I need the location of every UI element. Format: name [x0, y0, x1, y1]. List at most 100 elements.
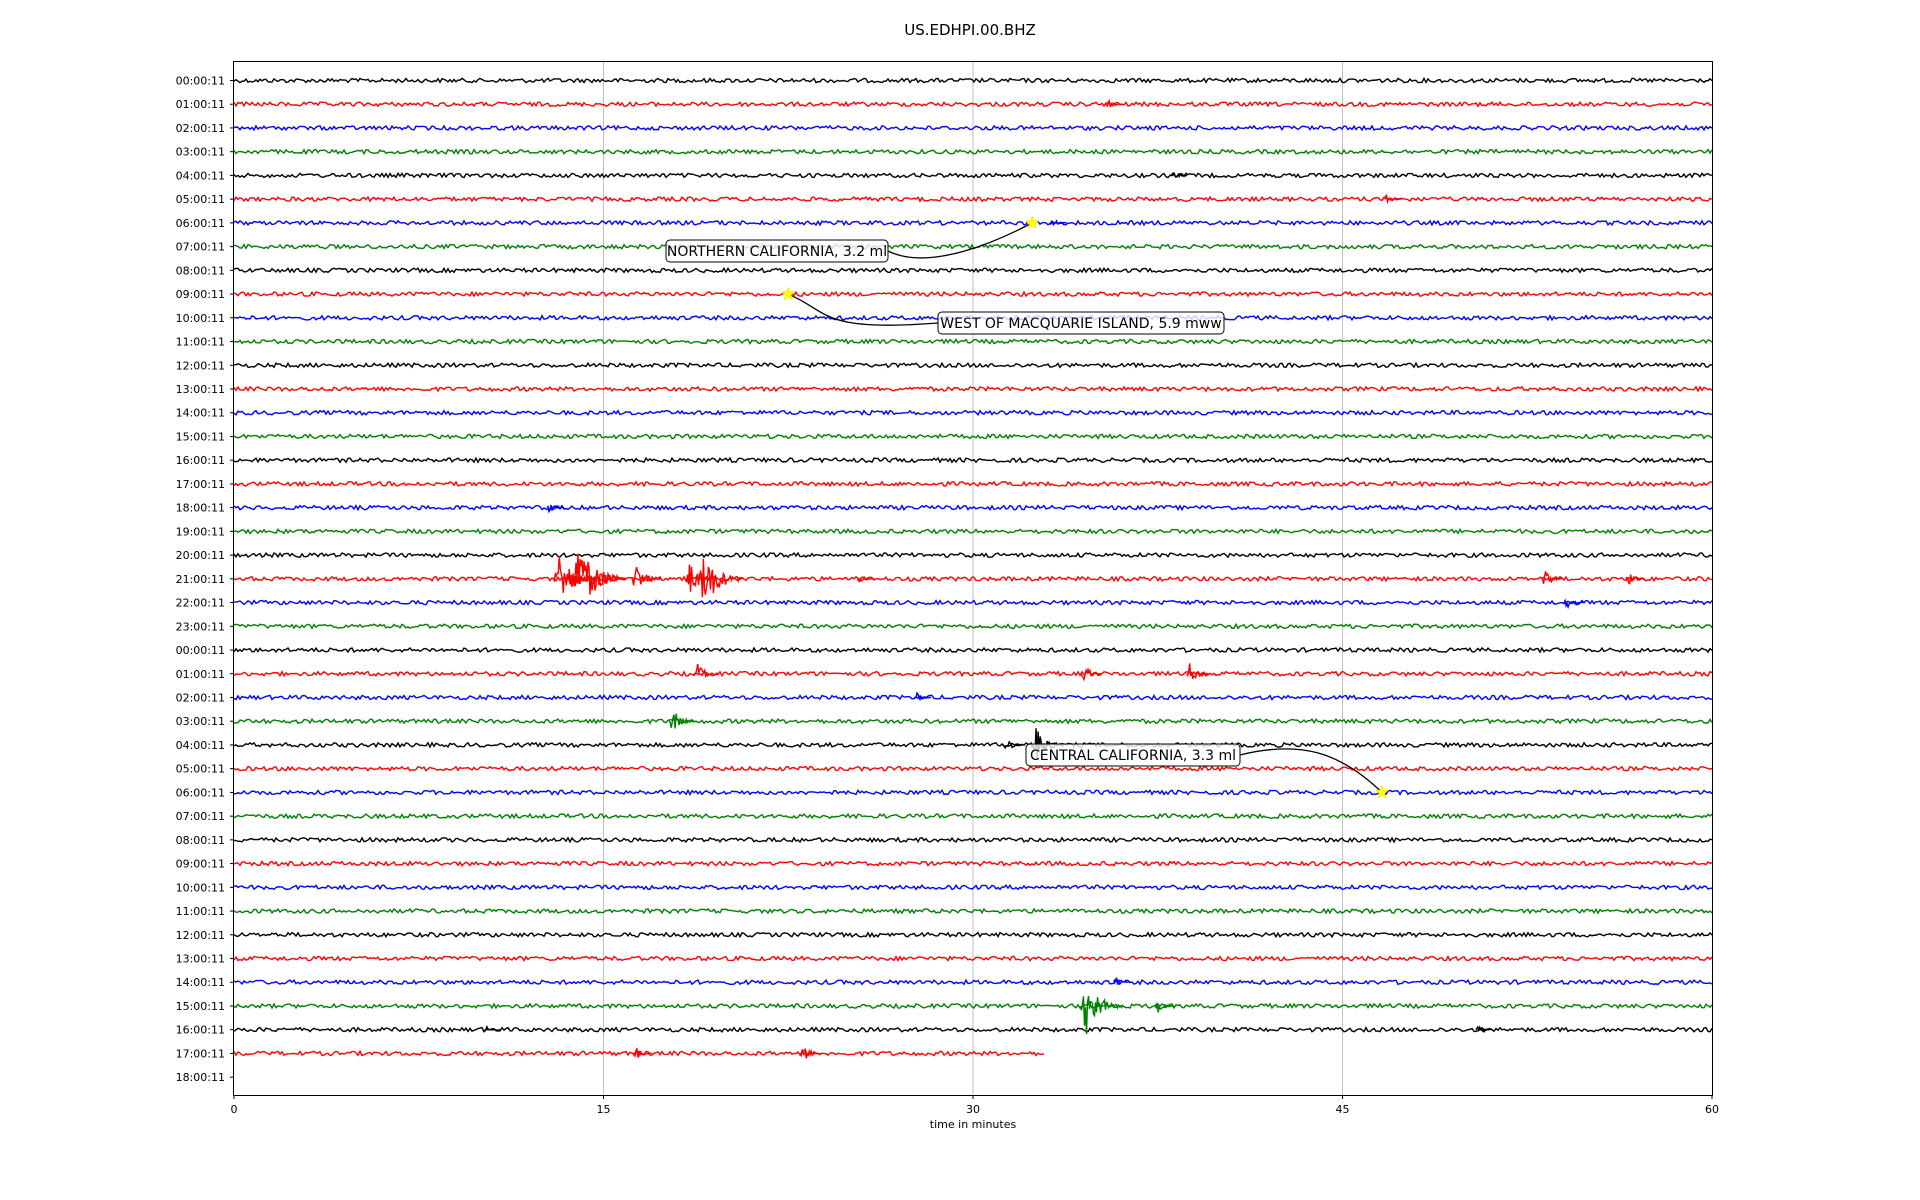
trace-4: [233, 171, 1713, 179]
y-tick-label: 17:00:11: [176, 1047, 225, 1060]
event-burst-3: [1048, 219, 1067, 226]
event-burst-24: [1154, 1002, 1175, 1013]
trace-28: [233, 741, 1713, 749]
trace-8: [233, 266, 1713, 274]
event-burst-17: [1186, 663, 1211, 680]
y-tick-label: 08:00:11: [176, 834, 225, 847]
y-tick-label: 02:00:11: [176, 691, 225, 704]
annotation-connector: [787, 293, 939, 326]
trace-16: [233, 456, 1713, 464]
trace-6: [233, 219, 1713, 227]
x-axis-ticks: 0 15 30 45 60: [231, 1095, 1719, 1116]
y-tick-label: 15:00:11: [176, 1000, 225, 1013]
x-tick-label: 0: [231, 1103, 238, 1116]
y-tick-label: 22:00:11: [176, 597, 225, 610]
trace-3: [233, 148, 1713, 156]
x-axis-label: time in minutes: [930, 1118, 1017, 1131]
event-star-icon: [1024, 215, 1040, 230]
y-tick-label: 04:00:11: [176, 739, 225, 752]
event-burst-22: [1112, 977, 1131, 986]
y-tick-label: 04:00:11: [176, 169, 225, 182]
trace-40: [233, 1026, 1713, 1034]
event-burst-21: [1002, 740, 1024, 750]
y-tick-label: 09:00:11: [176, 288, 225, 301]
event-burst-7: [593, 571, 625, 587]
trace-39: [233, 1002, 1713, 1010]
annotation-connector: [887, 222, 1033, 259]
event-burst-28: [799, 1047, 822, 1059]
trace-31: [233, 812, 1713, 820]
event-burst-4: [546, 504, 565, 514]
y-tick-label: 01:00:11: [176, 668, 225, 681]
y-tick-label: 03:00:11: [176, 715, 225, 728]
trace-25: [233, 670, 1713, 678]
y-tick-label: 20:00:11: [176, 549, 225, 562]
y-tick-label: 07:00:11: [176, 241, 225, 254]
event-burst-25: [482, 1025, 501, 1033]
y-tick-label: 00:00:11: [176, 644, 225, 657]
trace-35: [233, 907, 1713, 915]
y-tick-label: 05:00:11: [176, 193, 225, 206]
event-burst-11: [856, 575, 875, 583]
y-tick-label: 17:00:11: [176, 478, 225, 491]
y-tick-label: 05:00:11: [176, 763, 225, 776]
y-tick-label: 10:00:11: [176, 312, 225, 325]
trace-23: [233, 622, 1713, 630]
trace-9: [233, 290, 1713, 298]
event-burst-27: [632, 1048, 653, 1059]
trace-12: [233, 361, 1713, 369]
trace-17: [233, 480, 1713, 488]
event-burst-10: [698, 558, 745, 598]
annotation-connector: [1239, 748, 1383, 793]
event-star-icon: [1374, 784, 1390, 799]
trace-1: [233, 100, 1713, 108]
event-burst-26: [1475, 1025, 1493, 1033]
y-tick-label: 19:00:11: [176, 525, 225, 538]
event-burst-19: [668, 713, 695, 729]
trace-7: [233, 243, 1713, 251]
trace-2: [233, 124, 1713, 132]
y-tick-label: 11:00:11: [176, 336, 225, 349]
event-burst-18: [913, 691, 932, 702]
y-tick-label: 15:00:11: [176, 430, 225, 443]
trace-21: [233, 575, 1713, 583]
y-tick-label: 18:00:11: [176, 502, 225, 515]
event-burst-14: [1563, 598, 1584, 610]
trace-20: [233, 551, 1713, 559]
y-tick-label: 12:00:11: [176, 929, 225, 942]
y-tick-label: 14:00:11: [176, 976, 225, 989]
trace-24: [233, 646, 1713, 654]
y-tick-label: 23:00:11: [176, 620, 225, 633]
y-tick-label: 13:00:11: [176, 953, 225, 966]
trace-30: [233, 788, 1713, 797]
event-burst-23: [1079, 995, 1125, 1035]
trace-11: [233, 338, 1713, 345]
event-star-icon: [780, 286, 796, 301]
event-burst-2: [1384, 194, 1402, 205]
trace-38: [233, 978, 1713, 986]
y-tick-label: 16:00:11: [176, 1024, 225, 1037]
event-burst-1: [1169, 172, 1188, 179]
x-tick-label: 45: [1336, 1103, 1350, 1116]
annotation-label: NORTHERN CALIFORNIA, 3.2 ml: [667, 244, 887, 260]
trace-26: [233, 693, 1713, 701]
trace-29: [233, 765, 1713, 773]
trace-13: [233, 385, 1713, 393]
y-tick-label: 21:00:11: [176, 573, 225, 586]
annotation-label: CENTRAL CALIFORNIA, 3.3 ml: [1030, 748, 1236, 764]
annotation-layer: NORTHERN CALIFORNIA, 3.2 ml WEST OF MACQU…: [665, 215, 1390, 799]
y-tick-label: 18:00:11: [176, 1071, 225, 1084]
y-tick-label: 06:00:11: [176, 217, 225, 230]
event-burst-8: [631, 567, 662, 586]
y-tick-label: 09:00:11: [176, 858, 225, 871]
y-axis-ticks: 00:00:11 01:00:11 02:00:11 03:00:11 04:00:11…: [176, 75, 234, 1084]
trace-36: [233, 931, 1713, 939]
y-tick-label: 14:00:11: [176, 407, 225, 420]
y-tick-label: 12:00:11: [176, 359, 225, 372]
x-tick-label: 60: [1705, 1103, 1719, 1116]
y-tick-label: 01:00:11: [176, 98, 225, 111]
trace-15: [233, 433, 1713, 440]
trace-32: [233, 836, 1713, 844]
trace-33: [233, 860, 1713, 868]
